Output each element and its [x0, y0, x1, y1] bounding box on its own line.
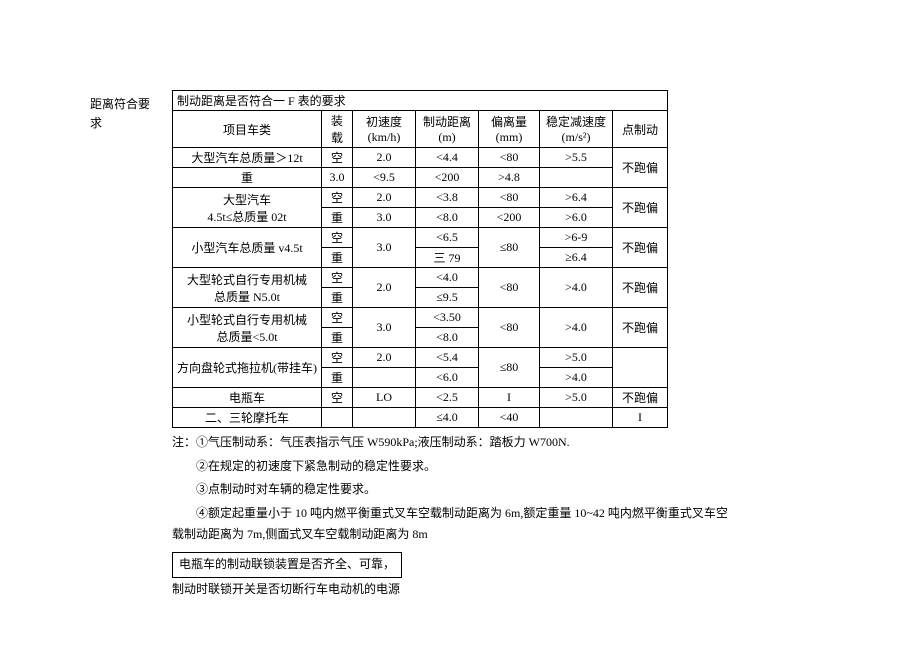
table-cell: <8.0 — [416, 208, 479, 228]
table-cell — [540, 408, 613, 428]
table-cell: 3.0 — [353, 228, 416, 268]
table-cell: >6.0 — [540, 208, 613, 228]
table-cell: 空 — [322, 188, 353, 208]
hdr-dev: 偏离量(mm) — [479, 111, 540, 148]
table-cell: 重 — [322, 368, 353, 388]
table-cell: 空 — [322, 148, 353, 168]
table-row: 电瓶车 — [173, 388, 322, 408]
table-row: 大型轮式自行专用机械总质量 N5.0t — [173, 268, 322, 308]
hdr-load: 装载 — [322, 111, 353, 148]
table-cell — [353, 408, 416, 428]
table-cell: <40 — [479, 408, 540, 428]
table-cell: >5.5 — [540, 148, 613, 168]
table-cell: ≤4.0 — [416, 408, 479, 428]
table-cell: 空 — [322, 348, 353, 368]
table-cell: 重 — [322, 248, 353, 268]
braking-table: 制动距离是否符合一 F 表的要求 项目车类 装载 初速度(km/h) 制动距离(… — [172, 90, 668, 428]
table-cell: 不跑偏 — [613, 148, 668, 188]
hdr-dist: 制动距离(m) — [416, 111, 479, 148]
table-cell: >4.0 — [540, 368, 613, 388]
table-cell: >5.0 — [540, 388, 613, 408]
table-cell: 不跑偏 — [613, 268, 668, 308]
table-cell: <5.4 — [416, 348, 479, 368]
note-3: ③点制动时对车辆的稳定性要求。 — [172, 479, 732, 501]
table-cell: <200 — [479, 208, 540, 228]
table-cell: 重 — [173, 168, 322, 188]
table-cell: 2.0 — [353, 268, 416, 308]
table-cell: <3.50 — [416, 308, 479, 328]
table-row: 方向盘轮式拖拉机(带挂车) — [173, 348, 322, 388]
table-cell: <6.5 — [416, 228, 479, 248]
table-cell — [322, 408, 353, 428]
table-cell: 重 — [322, 328, 353, 348]
hdr-category: 项目车类 — [173, 111, 322, 148]
table-cell: <2.5 — [416, 388, 479, 408]
hdr-dec: 稳定减速度(m/s²) — [540, 111, 613, 148]
table-cell: >5.0 — [540, 348, 613, 368]
table-cell: 3.0 — [353, 208, 416, 228]
table-cell: >4.0 — [540, 268, 613, 308]
table-cell: <9.5 — [353, 168, 416, 188]
table-cell: <4.4 — [416, 148, 479, 168]
table-cell: 3.0 — [353, 308, 416, 348]
table-cell: 空 — [322, 388, 353, 408]
table-cell: 2.0 — [353, 148, 416, 168]
table-cell: >4.0 — [540, 308, 613, 348]
table-cell: 不跑偏 — [613, 308, 668, 348]
table-cell: 空 — [322, 268, 353, 288]
hdr-speed: 初速度(km/h) — [353, 111, 416, 148]
table-cell: 重 — [322, 288, 353, 308]
table-row: 大型汽车总质量＞12t — [173, 148, 322, 168]
table-cell: ≤80 — [479, 228, 540, 268]
left-label: 距离符合要求 — [90, 95, 160, 133]
table-cell: 2.0 — [353, 348, 416, 368]
table-cell: 重 — [322, 208, 353, 228]
table-cell: >6-9 — [540, 228, 613, 248]
table-cell: <80 — [479, 148, 540, 168]
table-cell: >6.4 — [540, 188, 613, 208]
table-cell: I — [479, 388, 540, 408]
after-box-text: 制动时联锁开关是否切断行车电动机的电源 — [172, 580, 830, 597]
table-cell: <6.0 — [416, 368, 479, 388]
table-cell: LO — [353, 388, 416, 408]
table-cell: 3.0 — [322, 168, 353, 188]
table-cell: 空 — [322, 228, 353, 248]
table-cell: <8.0 — [416, 328, 479, 348]
table-cell: ≤80 — [479, 348, 540, 388]
table-cell: 不跑偏 — [613, 388, 668, 408]
table-cell: <4.0 — [416, 268, 479, 288]
note-1: 注：①气压制动系：气压表指示气压 W590kPa;液压制动系：踏板力 W700N… — [172, 432, 732, 454]
table-cell: 三 79 — [416, 248, 479, 268]
table-cell: 2.0 — [353, 188, 416, 208]
table-row: 小型汽车总质量 v4.5t — [173, 228, 322, 268]
table-row: 二、三轮摩托车 — [173, 408, 322, 428]
table-cell: >4.8 — [479, 168, 540, 188]
table-cell: <80 — [479, 308, 540, 348]
table-cell: ≤9.5 — [416, 288, 479, 308]
table-cell — [613, 348, 668, 388]
interlock-box: 电瓶车的制动联锁装置是否齐全、可靠， — [172, 552, 402, 578]
table-cell: 不跑偏 — [613, 188, 668, 228]
table-cell — [353, 368, 416, 388]
table-row: 大型汽车4.5t≤总质量 02t — [173, 188, 322, 228]
notes-block: 注：①气压制动系：气压表指示气压 W590kPa;液压制动系：踏板力 W700N… — [172, 432, 732, 578]
hdr-point: 点制动 — [613, 111, 668, 148]
table-cell: <80 — [479, 188, 540, 208]
table-cell: <200 — [416, 168, 479, 188]
table-cell: 不跑偏 — [613, 228, 668, 268]
table-cell: 空 — [322, 308, 353, 328]
note-4: ④额定起重量小于 10 吨内燃平衡重式叉车空载制动距离为 6m,额定重量 10~… — [172, 503, 732, 546]
table-cell: I — [613, 408, 668, 428]
table-cell: <3.8 — [416, 188, 479, 208]
table-cell: ≥6.4 — [540, 248, 613, 268]
note-2: ②在规定的初速度下紧急制动的稳定性要求。 — [172, 456, 732, 478]
table-cell: <80 — [479, 268, 540, 308]
table-row: 小型轮式自行专用机械总质量<5.0t — [173, 308, 322, 348]
table-title: 制动距离是否符合一 F 表的要求 — [173, 91, 668, 111]
